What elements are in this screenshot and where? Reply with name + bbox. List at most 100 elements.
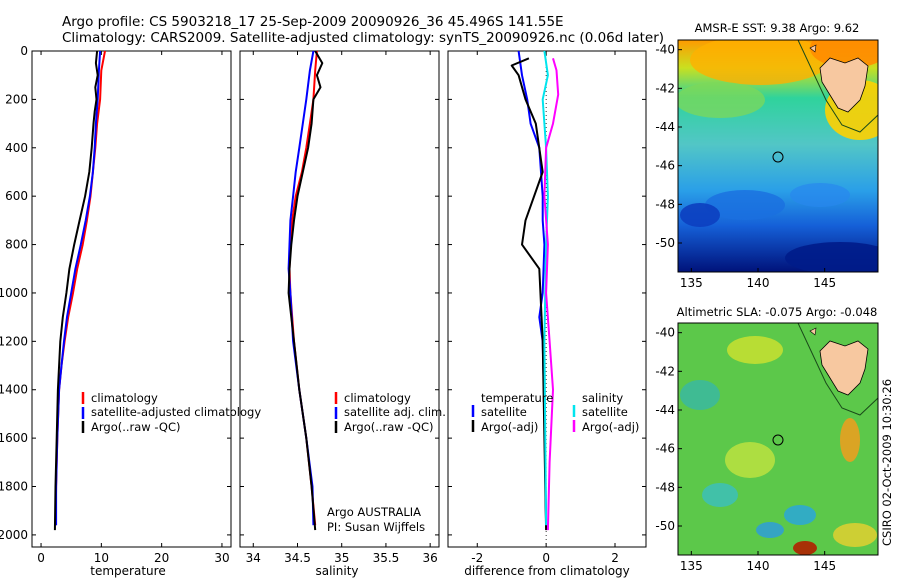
sst-map-tasmania-icon <box>819 57 869 113</box>
salinity-panel: 34 34.5 35 35.5 36 <box>240 50 439 565</box>
map-y-tick-label: -44 <box>655 120 675 134</box>
x-tick-label: 36 <box>423 551 438 565</box>
y-tick-label: 1200 <box>0 334 28 348</box>
sla-high-patch <box>840 418 860 462</box>
map-y-tick-label: -46 <box>655 159 675 173</box>
legend-label-climatology: climatology <box>344 391 411 405</box>
legend-label-temp-argo: Argo(-adj) <box>481 420 538 434</box>
map-x-tick-label: 135 <box>680 559 703 573</box>
y-tick-label: 200 <box>5 92 28 106</box>
series-line-temperature-argo <box>510 57 548 531</box>
legend-label-sal-argo: Argo(-adj) <box>582 420 639 434</box>
sla-low-patch <box>784 505 816 525</box>
legend-header-temperature: temperature <box>481 391 553 405</box>
figure-title-line1: Argo profile: CS 5903218_17 25-Sep-2009 … <box>62 14 564 30</box>
y-tick-label: 1400 <box>0 383 28 397</box>
y-tick-label: 2000 <box>0 528 28 542</box>
x-tick-label: -2 <box>471 551 483 565</box>
sst-warm-patch <box>690 40 830 85</box>
map-y-tick-label: -46 <box>655 442 675 456</box>
series-line-climatology <box>54 50 106 526</box>
sla-low-patch <box>756 522 784 538</box>
map-x-tick-label: 145 <box>813 559 836 573</box>
x-tick-label: 34.5 <box>284 551 311 565</box>
float-info-line2: PI: Susan Wijffels <box>327 520 425 534</box>
sla-high-patch <box>725 442 775 478</box>
x-tick-label: 35.5 <box>373 551 400 565</box>
sst-cool-patch <box>680 203 720 227</box>
difference-axis-label: difference from climatology <box>464 564 630 578</box>
legend-label-temp-satellite: satellite <box>481 405 527 419</box>
map-x-tick-label: 140 <box>747 559 770 573</box>
legend-label-satellite: satellite adj. clim. <box>344 405 446 419</box>
difference-panel: -2 0 2 <box>448 50 646 565</box>
salinity-axis-label: salinity <box>315 564 358 578</box>
float-info-line1: Argo AUSTRALIA <box>327 505 421 519</box>
map-x-tick-label: 140 <box>747 276 770 290</box>
temperature-panel-frame <box>31 50 232 548</box>
series-line-salinity-argo <box>543 58 560 531</box>
map-y-tick-label: -40 <box>655 326 675 340</box>
salinity-legend: climatology satellite adj. clim. Argo(..… <box>334 391 446 434</box>
map-y-tick-label: -50 <box>655 519 675 533</box>
temperature-axis-label: temperature <box>90 564 165 578</box>
difference-panel-frame <box>447 50 647 548</box>
map-y-tick-label: -50 <box>655 236 675 250</box>
y-tick-label: 800 <box>5 238 28 252</box>
legend-label-argo: Argo(..raw -QC) <box>91 420 181 434</box>
x-tick-label: 0 <box>542 551 550 565</box>
difference-legend: temperature salinity satellite Argo(-adj… <box>471 391 639 434</box>
sla-argo-location-marker <box>772 434 784 446</box>
sla-map-ticks: 135 140 145 -40 -42 -44 -46 -48 -50 <box>655 326 836 573</box>
sla-peak-patch <box>793 541 817 555</box>
sst-cool-patch <box>705 190 785 220</box>
sst-map-ticks: 135 140 145 -40 -42 -44 -46 -48 -50 <box>655 43 836 290</box>
map-y-tick-label: -42 <box>655 81 675 95</box>
temperature-legend: climatology satellite-adjusted climatolo… <box>81 391 261 434</box>
sla-low-patch <box>680 380 720 410</box>
legend-label-satellite: satellite-adjusted climatology <box>91 405 261 419</box>
map-y-tick-label: -42 <box>655 364 675 378</box>
sla-bathymetry-contour <box>797 323 878 416</box>
series-line-salinity-satellite <box>541 50 549 526</box>
map-y-tick-label: -48 <box>655 480 675 494</box>
map-y-tick-label: -40 <box>655 43 675 57</box>
x-tick-label: 30 <box>214 551 229 565</box>
sst-bathymetry-contour <box>797 40 878 133</box>
sla-low-patch <box>702 483 738 507</box>
y-tick-label: 400 <box>5 141 28 155</box>
sst-argo-location-marker <box>772 151 784 163</box>
series-line-argo <box>287 50 324 531</box>
sst-map-frame <box>677 39 879 273</box>
sst-cold-patch <box>785 242 878 272</box>
temperature-panel: 0 10 20 30 0 200 400 600 800 1000 1200 1400 1600 1800… <box>0 44 231 565</box>
x-tick-label: 34 <box>246 551 261 565</box>
sla-high-patch <box>727 336 783 364</box>
y-tick-label: 1600 <box>0 431 28 445</box>
sla-map-field <box>678 323 878 555</box>
y-tick-label: 1000 <box>0 286 28 300</box>
sla-high-patch <box>833 523 877 547</box>
map-x-tick-label: 145 <box>813 276 836 290</box>
map-y-tick-label: -48 <box>655 197 675 211</box>
sla-map-island-icon <box>809 327 817 336</box>
series-line-temperature-satellite <box>517 50 548 526</box>
map-x-tick-label: 135 <box>680 276 703 290</box>
x-tick-label: 35 <box>334 551 349 565</box>
timestamp-label: CSIRO 02-Oct-2009 10:30:26 <box>880 379 894 546</box>
series-line-satellite <box>55 50 102 526</box>
x-tick-label: 0 <box>37 551 45 565</box>
y-tick-label: 0 <box>20 44 28 58</box>
legend-label-sal-satellite: satellite <box>582 405 628 419</box>
legend-header-salinity: salinity <box>582 391 623 405</box>
sst-cool-patch <box>790 183 850 207</box>
series-line-argo <box>53 50 99 531</box>
x-tick-label: 20 <box>154 551 169 565</box>
sla-map-frame <box>677 322 879 556</box>
sla-map-title: Altimetric SLA: -0.075 Argo: -0.048 <box>677 305 878 319</box>
salinity-panel-frame <box>239 50 440 548</box>
figure-title-line2: Climatology: CARS2009. Satellite-adjuste… <box>62 30 664 46</box>
map-y-tick-label: -44 <box>655 403 675 417</box>
legend-label-climatology: climatology <box>91 391 158 405</box>
